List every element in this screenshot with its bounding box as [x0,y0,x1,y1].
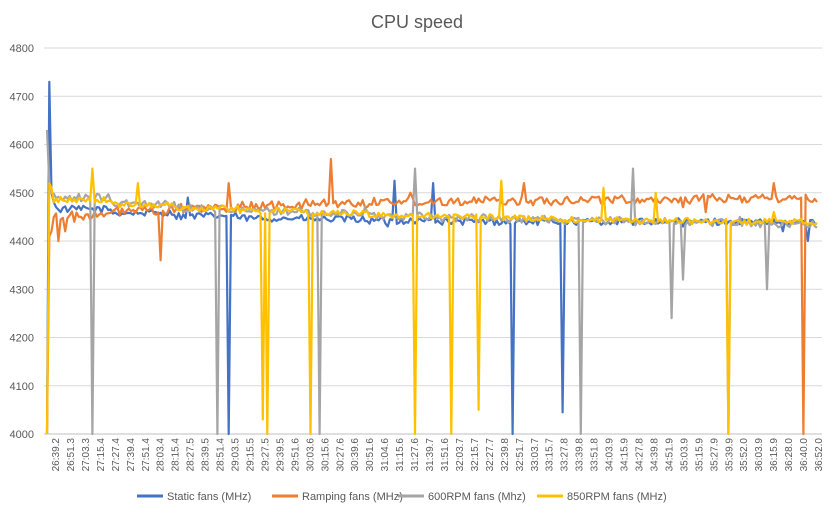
x-tick-label: 33:03.7 [530,438,541,472]
y-tick-label: 4400 [10,236,34,248]
x-tick-label: 34:39.8 [649,438,660,472]
x-tick-label: 30:03.6 [305,438,316,472]
x-tick-label: 27:39.4 [126,438,137,472]
x-tick-label: 34:51.9 [664,438,675,472]
x-tick-label: 33:51.8 [590,438,601,472]
x-tick-label: 31:04.6 [380,438,391,472]
x-tick-label: 33:39.8 [575,438,586,472]
x-tick-label: 32:15.7 [470,438,481,472]
x-tick-label: 32:27.7 [485,438,496,472]
x-tick-label: 28:39.5 [201,438,212,472]
y-tick-label: 4200 [10,333,34,345]
x-tick-label: 34:15.9 [620,438,631,472]
x-tick-label: 33:15.7 [545,438,556,472]
legend-label: 850RPM fans (MHz) [567,491,667,503]
x-tick-label: 29:51.6 [290,438,301,472]
x-tick-label: 35:52.0 [739,438,750,472]
x-tick-label: 36:15.9 [769,438,780,472]
legend: Static fans (MHz) Ramping fans (MHz) 600RP… [137,491,667,503]
x-tick-label: 36:52.0 [814,438,825,472]
x-tick-label: 35:03.9 [679,438,690,472]
y-axis-ticks: 4000 4100 4200 4300 4400 4500 4600 4700 4800 [10,43,34,441]
x-tick-label: 29:27.5 [260,438,271,472]
y-tick-label: 4300 [10,284,34,296]
x-tick-label: 31:15.6 [395,438,406,472]
x-tick-label: 27:51.4 [141,438,152,472]
series-line [45,167,818,436]
x-tick-label: 28:03.4 [156,438,167,472]
x-tick-label: 29:15.5 [245,438,256,472]
x-tick-label: 29:03.5 [231,438,242,472]
x-tick-label: 26:51.3 [66,438,77,472]
x-tick-label: 30:39.6 [350,438,361,472]
series-line [45,157,818,436]
chart-title: CPU speed [371,12,463,32]
x-tick-label: 36:03.9 [754,438,765,472]
x-tick-label: 35:15.9 [694,438,705,472]
x-tick-label: 35:39.9 [724,438,735,472]
y-tick-label: 4700 [10,91,34,103]
x-tick-label: 34:27.8 [634,438,645,472]
series-line [45,129,818,436]
x-tick-label: 29:39.5 [275,438,286,472]
y-tick-label: 4800 [10,43,34,55]
x-tick-label: 27:03.3 [81,438,92,472]
x-tick-label: 31:51.6 [440,438,451,472]
series-lines [45,80,818,436]
x-tick-label: 30:15.6 [320,438,331,472]
x-tick-label: 36:40.0 [799,438,810,472]
legend-label: 600RPM fans (Mhz) [428,491,526,503]
x-tick-label: 34:03.9 [605,438,616,472]
x-tick-label: 32:39.8 [500,438,511,472]
x-tick-label: 30:51.6 [365,438,376,472]
x-tick-label: 28:51.4 [216,438,227,472]
x-tick-label: 31:27.6 [410,438,421,472]
x-tick-label: 27:15.4 [96,438,107,472]
x-tick-label: 26:39.2 [51,438,62,472]
x-tick-label: 36:28.0 [784,438,795,472]
series-line [45,80,818,436]
y-tick-label: 4000 [10,429,34,441]
legend-label: Ramping fans (MHz) [302,491,403,503]
x-tick-label: 31:39.7 [425,438,436,472]
y-tick-label: 4500 [10,188,34,200]
x-tick-label: 27:27.4 [111,438,122,472]
x-tick-label: 32:51.7 [515,438,526,472]
x-axis-ticks: 26:39.2 26:51.3 27:03.3 27:15.4 27:27.4 27:39… [51,438,825,472]
x-tick-label: 28:15.4 [171,438,182,472]
x-tick-label: 35:27.9 [709,438,720,472]
y-tick-label: 4100 [10,381,34,393]
x-tick-label: 33:27.8 [560,438,571,472]
x-tick-label: 30:27.6 [335,438,346,472]
legend-label: Static fans (MHz) [167,491,251,503]
x-tick-label: 32:03.7 [455,438,466,472]
y-tick-label: 4600 [10,140,34,152]
x-tick-label: 28:27.5 [186,438,197,472]
